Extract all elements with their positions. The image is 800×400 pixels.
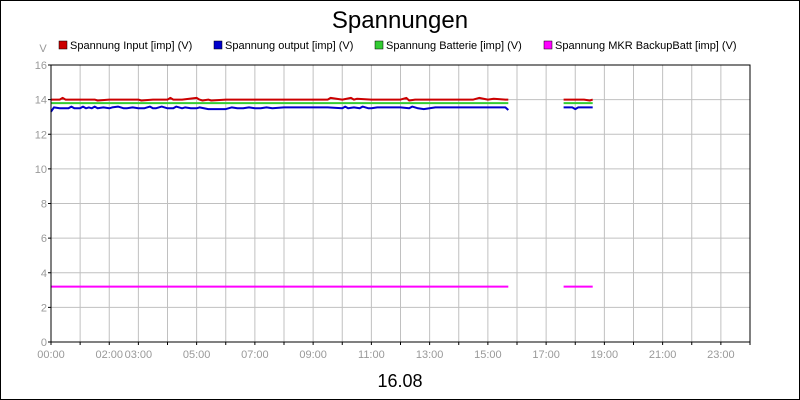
y-tick-label: 0 [41,337,47,349]
y-tick-label: 10 [35,164,47,176]
legend-label: Spannung Batterie [imp] (V) [386,40,522,52]
series-2 [50,105,593,113]
y-ticks: 0 2 4 6 8 10 12 14 16 [35,60,51,349]
legend-label: Spannung output [imp] (V) [225,40,353,52]
y-tick-label: 6 [41,233,47,245]
x-tick-label: 05:00 [183,349,211,361]
legend-swatch [213,40,223,50]
series-layer [50,96,593,288]
legend-swatch [58,40,68,50]
legend-swatch [374,40,384,50]
series-1 [51,96,593,102]
series-line [563,98,593,102]
x-tick-label: 02:00 [95,349,123,361]
x-tick-label: 13:00 [416,349,444,361]
legend-label: Spannung MKR BackupBatt [imp] (V) [555,40,737,52]
x-ticks: 00:00 02:00 03:00 05:00 07:00 09:00 11:00 13:00… [37,342,751,361]
x-tick-label: 19:00 [591,349,619,361]
series-line [50,105,509,113]
grid [51,65,750,342]
x-tick-label: 23:00 [707,349,735,361]
legend-label: Spannung Input [imp] (V) [70,40,192,52]
y-tick-label: 4 [41,268,47,280]
x-tick-label: 07:00 [241,349,269,361]
legend-swatch [543,40,553,50]
x-tick-label: 17:00 [532,349,560,361]
y-tick-label: 16 [35,60,47,72]
x-tick-label: 00:00 [37,349,65,361]
y-axis-label: V [39,43,47,55]
x-tick-label: 09:00 [299,349,327,361]
y-tick-label: 8 [41,199,47,211]
chart-title: Spannungen [332,7,468,34]
x-tick-label: 03:00 [125,349,153,361]
y-tick-label: 2 [41,302,47,314]
x-tick-label: 11:00 [358,349,385,361]
series-line [51,96,509,102]
y-tick-label: 14 [35,95,47,107]
y-tick-label: 12 [35,129,47,141]
x-tick-label: 15:00 [474,349,502,361]
x-tick-label: 21:00 [649,349,677,361]
series-line [563,106,593,111]
x-axis-label: 16.08 [377,371,422,391]
legend: Spannung Input [imp] (V) Spannung output … [58,40,737,52]
